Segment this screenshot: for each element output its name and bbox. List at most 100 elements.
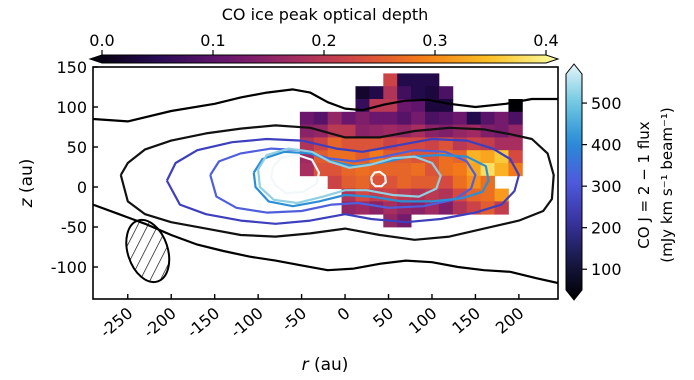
heatmap-cell xyxy=(383,175,398,189)
heatmap-cell xyxy=(438,99,454,113)
contour-line xyxy=(93,203,558,285)
heatmap-cell xyxy=(355,175,370,189)
x-axis: -250 -200 -150 -100 -50 0 50 100 150 200 xyxy=(96,294,527,341)
heatmap-cell xyxy=(369,86,384,100)
y-axis: -100 -50 0 50 100 150 xyxy=(51,58,98,277)
y-axis-label-symbol: z xyxy=(17,197,37,208)
heatmap-cell xyxy=(341,111,356,125)
heatmap-cell xyxy=(494,111,509,125)
heatmap-cell xyxy=(383,86,398,100)
heatmap-cell xyxy=(480,124,495,138)
heatmap-cell xyxy=(397,163,412,177)
optical-depth-colorbar-label: CO ice peak optical depth xyxy=(222,5,429,24)
heatmap-cell xyxy=(480,111,495,125)
flux-colorbar-tick-label: 200 xyxy=(591,219,622,238)
heatmap-cell xyxy=(425,163,440,177)
heatmap-cell xyxy=(466,111,482,125)
heatmap-cell xyxy=(425,86,440,100)
heatmap-cell xyxy=(355,111,370,125)
x-tick-label: 150 xyxy=(448,304,484,338)
heatmap-cell xyxy=(369,201,384,215)
heatmap-cell xyxy=(397,111,412,125)
heatmap-cell xyxy=(494,124,509,138)
x-tick-label: 0 xyxy=(334,304,354,325)
heatmap-cell xyxy=(438,163,454,177)
heatmap-cell xyxy=(327,111,342,125)
heatmap-cell xyxy=(494,137,509,151)
heatmap-cell xyxy=(369,124,384,138)
heatmap-cell xyxy=(369,137,384,151)
optical-depth-colorbar-tick-label: 0.1 xyxy=(200,31,225,50)
y-tick-label: -50 xyxy=(61,218,87,237)
heatmap-cell xyxy=(369,111,384,125)
heatmap-cell xyxy=(355,124,370,138)
heatmap-cell xyxy=(397,86,412,100)
heatmap-cell xyxy=(411,201,426,215)
heatmap-cell xyxy=(411,163,426,177)
flux-colorbar-label-line2: (mJy km s⁻¹ beam⁻¹) xyxy=(658,107,676,262)
flux-colorbar-tick-label: 500 xyxy=(591,94,622,113)
heatmap-cell xyxy=(452,163,468,177)
plot-frame xyxy=(92,66,559,300)
optical-depth-colorbar-tick-label: 0.2 xyxy=(311,31,336,50)
x-axis-label-symbol: r xyxy=(302,355,310,375)
y-axis-label-unit: (au) xyxy=(17,159,37,199)
y-tick-label: 50 xyxy=(67,138,87,157)
heatmap-cell xyxy=(425,111,440,125)
flux-colorbar: 100 200 300 400 500 CO J = 2 − 1 flux (mJy k… xyxy=(565,63,676,301)
heatmap-cell xyxy=(425,73,440,87)
flux-colorbar-bar xyxy=(565,63,583,301)
y-tick-label: 100 xyxy=(56,98,87,117)
heatmap-cell xyxy=(438,201,454,215)
heatmap-cell xyxy=(508,137,523,151)
flux-colorbar-tick-label: 100 xyxy=(591,260,622,279)
contour-line xyxy=(270,153,321,195)
optical-depth-colorbar-bar xyxy=(88,54,560,64)
x-tick-label: -50 xyxy=(278,304,310,335)
optical-depth-colorbar-fill xyxy=(88,54,560,64)
heatmap-cell xyxy=(397,73,412,87)
heatmap-cell xyxy=(508,111,523,125)
x-tick-label: -250 xyxy=(96,304,136,342)
x-axis-label-unit: (au) xyxy=(309,355,349,375)
heatmap-cell xyxy=(425,150,440,164)
optical-depth-colorbar-tick-labels: 0.0 0.1 0.2 0.3 0.4 xyxy=(89,31,559,55)
heatmap-cell xyxy=(383,111,398,125)
y-tick-label: 150 xyxy=(56,58,87,77)
heatmap-cell xyxy=(480,188,495,202)
heatmap-cell xyxy=(411,175,426,189)
y-tick-label: -100 xyxy=(51,258,87,277)
heatmap-cell xyxy=(452,124,468,138)
heatmap-cell xyxy=(341,124,356,138)
co-flux-contours xyxy=(93,88,558,285)
contour-line xyxy=(93,88,558,123)
x-tick-label: -150 xyxy=(183,304,223,342)
heatmap-cell xyxy=(397,175,412,189)
heatmap-cell xyxy=(383,73,398,87)
heatmap-cell xyxy=(411,137,426,151)
heatmap-cell xyxy=(397,214,412,228)
heatmap-cell xyxy=(411,73,426,87)
heatmap-cell xyxy=(452,201,468,215)
contour-line xyxy=(370,170,387,188)
contour-line xyxy=(257,147,442,205)
contour-line xyxy=(165,137,520,225)
flux-colorbar-tick-label: 300 xyxy=(591,177,622,196)
heatmap-cell xyxy=(438,175,454,189)
heatmap-cell xyxy=(355,137,370,151)
heatmap-cell xyxy=(452,175,468,189)
x-tick-label: -100 xyxy=(227,304,267,342)
heatmap-cell xyxy=(299,111,315,125)
heatmap-cell xyxy=(425,124,440,138)
optical-depth-colorbar: CO ice peak optical depth 0.0 0.1 0.2 0.3 0.… xyxy=(88,5,560,64)
flux-colorbar-tick-label: 400 xyxy=(591,136,622,155)
flux-colorbar-label-line1: CO J = 2 − 1 flux xyxy=(635,121,653,248)
heatmap-cell xyxy=(494,150,509,164)
x-tick-label: 200 xyxy=(492,304,528,338)
beam-ellipse xyxy=(125,218,171,284)
heatmap-cell xyxy=(494,188,509,202)
x-tick-label: 50 xyxy=(369,304,397,332)
plot-area: -250 -200 -150 -100 -50 0 50 100 150 200 -100-500… xyxy=(17,58,559,375)
heatmap-cell xyxy=(466,150,482,164)
